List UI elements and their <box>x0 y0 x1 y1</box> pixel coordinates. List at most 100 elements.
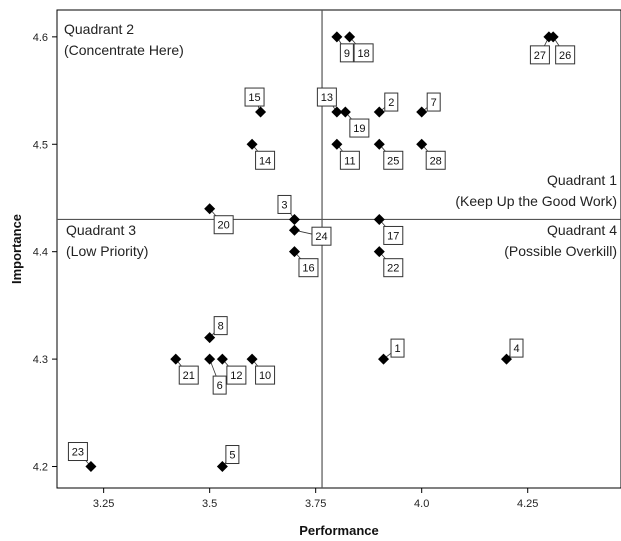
quadrant-title: Quadrant 1 <box>547 172 617 188</box>
point-label: 12 <box>230 370 242 382</box>
data-point-marker <box>331 138 343 150</box>
data-point-marker <box>373 246 385 258</box>
y-tick-label: 4.4 <box>33 247 48 259</box>
point-label-box <box>383 258 404 278</box>
point-label-box <box>509 338 524 358</box>
point-label-box <box>298 258 319 278</box>
point-label-box <box>316 87 337 107</box>
data-points: 1234567891011121314151617181920212223242… <box>67 31 576 473</box>
plot-area <box>56 9 621 489</box>
quadrant-title: Quadrant 4 <box>547 222 617 238</box>
data-point-marker <box>331 106 343 118</box>
point-label: 22 <box>387 263 399 275</box>
y-tick-label: 4.5 <box>33 139 48 151</box>
point-label: 3 <box>281 199 287 211</box>
point-label-box <box>225 445 240 465</box>
quadrant-title: Quadrant 2 <box>64 21 134 37</box>
x-tick-label: 3.75 <box>305 498 326 510</box>
point-label: 20 <box>218 220 230 232</box>
x-tick-label: 4.25 <box>517 498 538 510</box>
data-point-marker <box>378 353 390 365</box>
point-label: 18 <box>357 48 369 60</box>
point-label: 26 <box>559 50 571 62</box>
quadrant-subtitle: (Keep Up the Good Work) <box>455 193 617 209</box>
point-label: 27 <box>534 50 546 62</box>
y-tick-label: 4.6 <box>33 32 48 44</box>
point-label-box <box>425 150 446 170</box>
point-label-box <box>349 118 370 138</box>
quadrant-subtitle: (Low Priority) <box>66 243 148 259</box>
point-label: 16 <box>302 263 314 275</box>
data-point-marker <box>204 353 216 365</box>
point-label-box <box>226 365 247 385</box>
point-label: 2 <box>388 97 394 109</box>
point-label-box <box>383 225 404 245</box>
data-point-marker <box>216 353 228 365</box>
quadrant-title: Quadrant 3 <box>66 222 136 238</box>
point-label-box <box>390 338 405 358</box>
point-label: 10 <box>259 370 271 382</box>
x-axis-label: Performance <box>299 523 378 538</box>
x-tick-label: 3.25 <box>93 498 114 510</box>
point-label-box <box>339 150 360 170</box>
point-label-box <box>212 375 227 395</box>
point-label: 21 <box>183 370 195 382</box>
data-point-marker <box>288 213 300 225</box>
point-label-box <box>383 150 404 170</box>
point-label: 25 <box>387 155 399 167</box>
data-point-marker <box>204 203 216 215</box>
point-label: 6 <box>217 380 223 392</box>
point-label-box <box>255 365 276 385</box>
point-label-box <box>311 226 332 246</box>
data-point-marker <box>416 106 428 118</box>
data-point-marker <box>246 353 258 365</box>
data-point-marker <box>501 353 513 365</box>
point-label-box <box>277 194 292 214</box>
point-label-box <box>339 43 354 63</box>
data-point-marker <box>416 138 428 150</box>
data-point-marker <box>373 106 385 118</box>
point-label-box <box>244 87 265 107</box>
point-label: 4 <box>513 343 519 355</box>
point-label: 17 <box>387 230 399 242</box>
data-point-marker <box>216 461 228 473</box>
y-tick-label: 4.2 <box>33 462 48 474</box>
data-point-marker <box>344 31 356 43</box>
point-label: 7 <box>431 97 437 109</box>
point-label: 23 <box>72 447 84 459</box>
y-axis-label: Importance <box>9 214 24 284</box>
point-label: 8 <box>218 321 224 333</box>
data-point-marker <box>288 224 300 236</box>
point-label-box <box>426 92 441 112</box>
data-point-marker <box>170 353 182 365</box>
point-label-box <box>353 43 374 63</box>
data-point-marker <box>373 138 385 150</box>
data-point-marker <box>543 31 555 43</box>
point-label-box <box>67 442 88 462</box>
point-label-box <box>255 150 276 170</box>
point-label-box <box>384 92 399 112</box>
point-label: 14 <box>259 155 271 167</box>
point-label: 24 <box>315 231 327 243</box>
data-point-marker <box>255 106 267 118</box>
data-point-marker <box>373 213 385 225</box>
point-label-box <box>178 365 199 385</box>
x-tick-label: 3.5 <box>202 498 217 510</box>
data-point-marker <box>288 246 300 258</box>
point-label: 19 <box>353 123 365 135</box>
x-tick-label: 4.0 <box>414 498 429 510</box>
y-axis-ticks: 4.2 4.3 4.4 4.5 4.6 <box>33 32 57 474</box>
point-label-box <box>213 215 234 235</box>
point-label: 1 <box>394 343 400 355</box>
quadrant-subtitle: (Concentrate Here) <box>64 42 184 58</box>
point-label-box <box>213 316 228 336</box>
point-label: 11 <box>344 155 355 167</box>
data-point-marker <box>339 106 351 118</box>
point-label-box <box>529 45 550 65</box>
data-point-marker <box>331 31 343 43</box>
data-point-marker <box>246 138 258 150</box>
y-tick-label: 4.3 <box>33 354 48 366</box>
point-label: 28 <box>430 155 442 167</box>
quadrant-subtitle: (Possible Overkill) <box>504 243 617 259</box>
